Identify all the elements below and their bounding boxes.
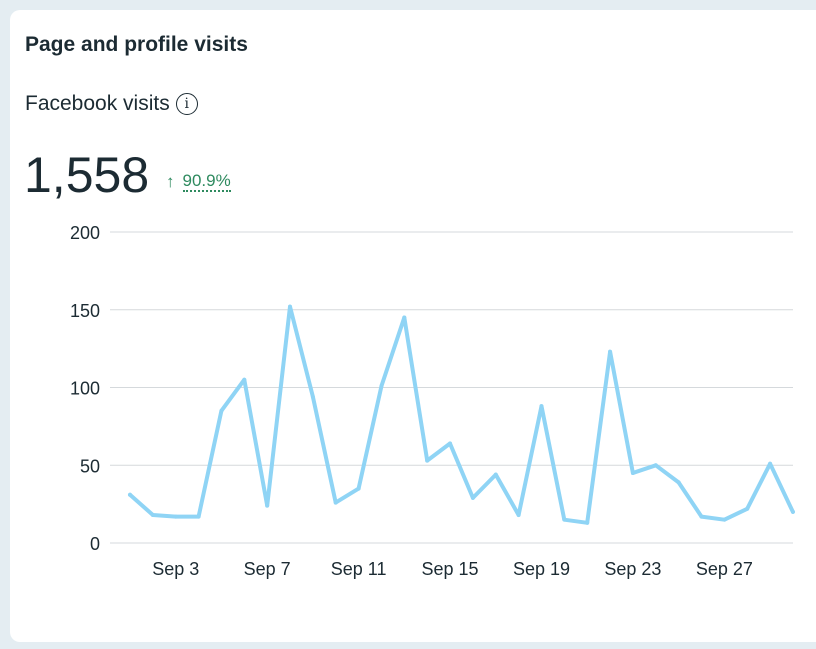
card-title: Page and profile visits bbox=[25, 33, 248, 56]
x-tick-label: Sep 3 bbox=[152, 559, 199, 579]
info-icon[interactable]: i bbox=[175, 93, 198, 115]
data-point bbox=[608, 349, 613, 354]
x-tick-label: Sep 23 bbox=[604, 559, 661, 579]
data-point bbox=[128, 492, 132, 497]
data-point bbox=[630, 471, 635, 476]
series-line bbox=[128, 304, 795, 525]
data-point bbox=[562, 517, 567, 522]
y-tick-label: 0 bbox=[90, 534, 100, 554]
data-point bbox=[288, 304, 293, 309]
x-tick-label: Sep 11 bbox=[331, 559, 387, 579]
x-tick-label: Sep 27 bbox=[696, 559, 753, 579]
x-tick-label: Sep 7 bbox=[244, 559, 291, 579]
visits-card bbox=[10, 10, 816, 642]
data-point bbox=[196, 514, 201, 519]
data-point bbox=[768, 461, 773, 466]
metric-label: Facebook visits bbox=[25, 92, 170, 115]
data-point bbox=[722, 517, 727, 522]
data-point bbox=[448, 441, 453, 446]
data-point bbox=[653, 463, 658, 468]
y-tick-label: 100 bbox=[70, 379, 100, 399]
data-point bbox=[425, 458, 430, 463]
data-point bbox=[333, 500, 338, 505]
data-point bbox=[150, 513, 155, 518]
data-point bbox=[173, 514, 178, 519]
x-tick-label: Sep 15 bbox=[422, 559, 479, 579]
data-point bbox=[676, 480, 681, 485]
data-point bbox=[790, 509, 795, 514]
data-point bbox=[493, 472, 498, 477]
data-point bbox=[585, 520, 590, 525]
total-visits: 1,558 bbox=[24, 147, 150, 203]
data-point bbox=[539, 404, 544, 409]
data-point bbox=[310, 394, 315, 399]
data-point bbox=[265, 503, 270, 508]
arrow-up-icon: ↑ bbox=[166, 172, 175, 191]
data-point bbox=[242, 377, 247, 382]
y-tick-label: 200 bbox=[70, 223, 100, 243]
data-point bbox=[356, 486, 361, 491]
data-point bbox=[516, 513, 521, 518]
metric-label-row: Facebook visits i bbox=[25, 92, 198, 116]
y-tick-label: 150 bbox=[70, 301, 100, 321]
data-point bbox=[402, 315, 407, 320]
data-point bbox=[379, 383, 384, 388]
x-tick-label: Sep 19 bbox=[513, 559, 570, 579]
trend-percent[interactable]: 90.9% bbox=[182, 171, 231, 192]
data-point bbox=[699, 514, 704, 519]
trend-indicator: ↑ 90.9% bbox=[166, 172, 231, 192]
data-point bbox=[219, 408, 224, 413]
data-point bbox=[470, 495, 475, 500]
data-point bbox=[745, 506, 750, 511]
y-tick-label: 50 bbox=[80, 456, 100, 476]
